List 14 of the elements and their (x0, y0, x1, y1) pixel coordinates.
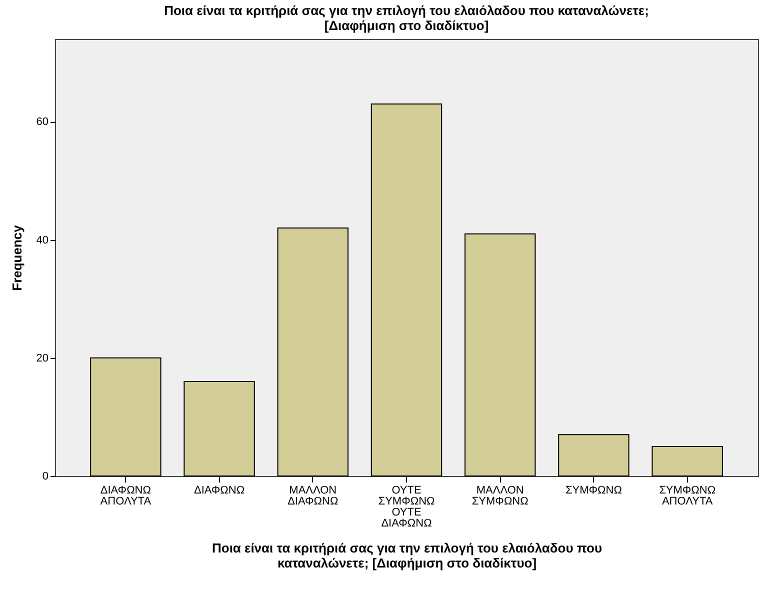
x-axis-title: Ποια είναι τα κριτήριά σας για την επιλογή του ελαιόλαδου που καταναλώνετε; [Διαφήμιση στο διαδίκτυο] (212, 540, 602, 570)
x-tick-label: ΣΥΜΦΩΝΩ ΑΠΟΛΥΤΑ (659, 484, 716, 508)
y-tick-label: 40 (36, 234, 48, 246)
y-tick-label: 20 (36, 352, 48, 364)
x-tick-label: ΜΑΛΛΟΝ ΔΙΑΦΩΝΩ (288, 484, 338, 508)
x-tick-label: ΣΥΜΦΩΝΩ (565, 484, 622, 496)
x-tick-label: ΟΥΤΕ ΣΥΜΦΩΝΩ ΟΥΤΕ ΔΙΑΦΩΝΩ (378, 484, 435, 530)
x-tick-label: ΜΑΛΛΟΝ ΣΥΜΦΩΝΩ (472, 484, 528, 508)
chart-title: Ποια είναι τα κριτήριά σας για την επιλογή του ελαιόλαδου που καταναλώνετε; [Διαφήμιση στο διαδίκτυο] (164, 3, 649, 33)
y-tick-label: 0 (42, 470, 48, 482)
x-tick-label: ΔΙΑΦΩΝΩ (194, 484, 245, 496)
x-tick-label: ΔΙΑΦΩΝΩ ΑΠΟΛΥΤΑ (100, 484, 152, 508)
y-tick-label: 60 (36, 116, 48, 128)
y-axis-title: Frequency (9, 224, 24, 291)
